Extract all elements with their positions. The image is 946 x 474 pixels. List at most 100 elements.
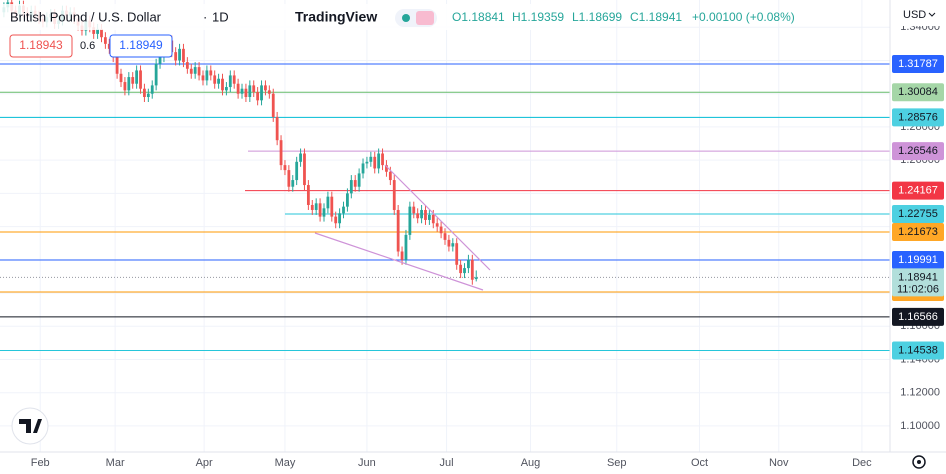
candle-body [326, 196, 330, 209]
candle-body [135, 70, 139, 84]
status-dot [402, 14, 410, 22]
separator: · [203, 9, 207, 24]
candle-body [201, 75, 205, 81]
candle-body [221, 78, 224, 91]
candle-body [303, 153, 306, 186]
candle-body [455, 243, 459, 265]
settings-icon-core [917, 460, 921, 464]
level-label-bg [892, 205, 944, 224]
candle-body [193, 67, 197, 74]
candle-body [158, 57, 162, 64]
candle-body [119, 73, 123, 83]
candle-body [252, 85, 256, 93]
level-label-bg [892, 181, 944, 200]
candle-body [322, 208, 326, 217]
candle-body [189, 68, 193, 74]
candle-body [408, 206, 412, 235]
currency-caret [928, 12, 936, 17]
candle-body [396, 209, 400, 252]
candle-body [271, 93, 275, 117]
candle-body [342, 206, 345, 214]
candle-body [443, 233, 447, 240]
candle-body [197, 67, 201, 76]
candles [2, 0, 478, 285]
high-text: H1.19359 [512, 10, 564, 24]
candle-body [404, 234, 408, 260]
candle-body [143, 88, 146, 98]
level-label: 1.14538 [898, 344, 938, 356]
level-label: 1.26546 [898, 145, 938, 157]
candle-body [416, 213, 420, 219]
wedge-lower [314, 232, 484, 291]
candle-body [267, 90, 271, 94]
sell-button[interactable] [9, 34, 73, 58]
buy-button[interactable] [109, 34, 173, 58]
x-tick-label: Jun [358, 457, 376, 469]
candle-body [451, 243, 455, 247]
candle-body [470, 259, 474, 280]
level-label: 1.31787 [898, 58, 938, 70]
candle-body [334, 216, 338, 224]
symbol: British Pound / U.S. Dollar [10, 9, 162, 24]
ask-price: 1.18949 [119, 38, 163, 52]
level-label-bg [892, 250, 944, 269]
level-label-bg [892, 307, 944, 326]
candle-body [154, 63, 158, 86]
candle-body [346, 193, 349, 207]
level-label-bg [892, 55, 944, 74]
y-tick-label: 1.12000 [900, 387, 940, 399]
status-icon [416, 11, 434, 25]
candle-body [447, 239, 451, 247]
candle-body [283, 165, 287, 171]
candle-body [264, 85, 267, 91]
candle-body [115, 57, 119, 74]
candle-body [388, 171, 392, 181]
candle-body [306, 185, 310, 205]
change-text: +0.00100 (+0.08%) [692, 10, 795, 24]
candle-body [369, 156, 373, 162]
level-label: 1.30084 [898, 86, 938, 98]
candle-body [228, 75, 232, 88]
candle-body [349, 180, 353, 194]
candle-body [185, 62, 189, 69]
brand: TradingView [295, 9, 377, 25]
candle-body [392, 180, 396, 210]
x-tick-label: Jul [440, 457, 454, 469]
candle-body [182, 48, 185, 63]
candle-body [467, 259, 470, 269]
current-price-label: 1.18941 [898, 271, 938, 283]
candle-body [330, 196, 334, 217]
bid-price: 1.18943 [19, 38, 63, 52]
currency[interactable]: USD [903, 9, 926, 21]
candle-body [178, 48, 181, 61]
candle-body [236, 83, 240, 94]
candle-body [213, 75, 217, 84]
candle-body [400, 251, 404, 260]
candle-body [174, 52, 178, 61]
level-label-bg [892, 83, 944, 102]
low-text: L1.18699 [572, 10, 622, 24]
candle-body [232, 75, 236, 84]
candle-body [295, 161, 299, 181]
candle-body [377, 153, 381, 169]
close-text: C1.18941 [630, 10, 682, 24]
x-tick-label: Mar [106, 457, 125, 469]
settings-icon[interactable] [912, 455, 926, 469]
x-tick-label: Nov [769, 457, 789, 469]
candle-body [244, 88, 248, 98]
candle-body [310, 204, 314, 210]
candle-body [217, 78, 220, 84]
candle-body [424, 209, 427, 220]
interval: 1D [212, 9, 229, 24]
candle-body [205, 70, 209, 81]
candle-body [279, 140, 283, 166]
time-axis: Feb Mar Apr May Jun Jul Aug Sep Oct Nov Dec [31, 457, 872, 469]
candle-body [131, 77, 135, 84]
candle-body [459, 264, 463, 274]
candle-body [209, 70, 213, 76]
level-label: 1.22755 [898, 208, 938, 220]
candle-body [103, 37, 107, 44]
x-tick-label: Aug [521, 457, 541, 469]
candle-body [123, 82, 127, 91]
